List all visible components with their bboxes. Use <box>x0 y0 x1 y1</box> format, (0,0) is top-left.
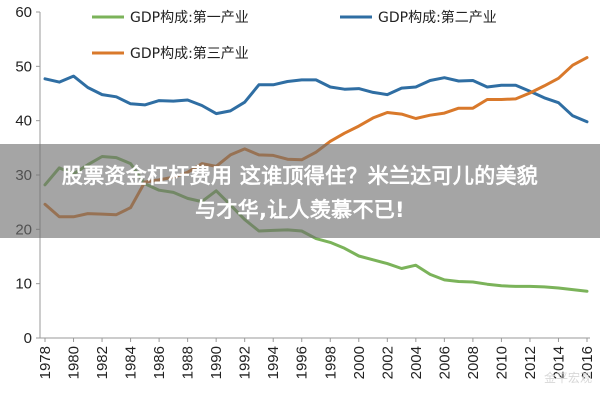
x-tick-label: 2004 <box>408 346 425 379</box>
legend: GDP构成:第一产业 GDP构成:第二产业 GDP构成:第三产业 <box>92 9 497 62</box>
x-tick-label: 2008 <box>465 346 482 379</box>
legend-label-3: GDP构成:第三产业 <box>130 45 249 62</box>
headline-banner <box>0 144 600 238</box>
y-tick-label: 10 <box>15 276 32 293</box>
x-tick-label: 1988 <box>180 346 197 379</box>
legend-label-1: GDP构成:第一产业 <box>130 9 249 26</box>
x-tick-label: 2012 <box>522 346 539 379</box>
headline-overlay: 股票资金杠杆费用 这谁顶得住？米兰达可儿的美貌 与才华,让人羡慕不已! <box>0 159 600 227</box>
headline-line-1: 股票资金杠杆费用 这谁顶得住？米兰达可儿的美貌 <box>61 164 539 188</box>
x-tick-label: 1996 <box>294 346 311 379</box>
y-tick-label: 40 <box>15 113 32 130</box>
x-tick-label: 2010 <box>493 346 510 379</box>
x-tick-label: 1986 <box>151 346 168 379</box>
headline-line-2: 与才华,让人羡慕不已! <box>195 198 405 222</box>
series-line-2 <box>43 74 589 124</box>
x-tick-label: 1984 <box>123 346 140 379</box>
x-tick-label: 1992 <box>237 346 254 379</box>
x-tick-label: 2014 <box>550 346 567 379</box>
watermark-text: 金平宏观 <box>543 371 592 385</box>
y-tick-label: 0 <box>24 330 32 347</box>
x-tick-label: 1994 <box>265 346 282 379</box>
x-tick-label: 2000 <box>351 346 368 379</box>
x-tick-label: 1998 <box>322 346 339 379</box>
x-tick-label: 1982 <box>94 346 111 379</box>
legend-label-2: GDP构成:第二产业 <box>378 9 497 26</box>
x-tick-label: 1978 <box>37 346 54 379</box>
y-tick-label: 50 <box>15 58 32 75</box>
y-tick-label: 60 <box>15 4 32 21</box>
x-tick-label: 2002 <box>379 346 396 379</box>
x-tick-label: 1980 <box>66 346 83 379</box>
x-tick-label: 2016 <box>579 346 596 379</box>
x-tick-label: 2006 <box>436 346 453 379</box>
x-tick-label: 1990 <box>208 346 225 379</box>
